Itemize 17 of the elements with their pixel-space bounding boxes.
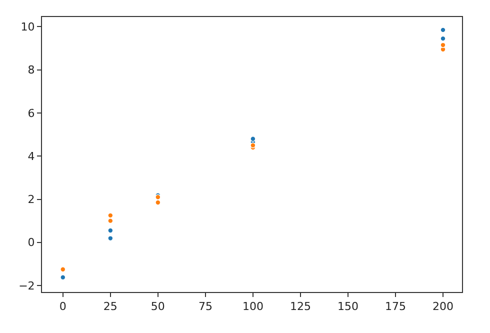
y-tick-label: 0 [28, 236, 35, 250]
x-tick-label: 200 [432, 300, 454, 314]
x-tick-label: 50 [150, 300, 165, 314]
point [250, 142, 256, 148]
x-tick-label: 175 [384, 300, 406, 314]
x-tick-label: 25 [103, 300, 118, 314]
y-tick-label: −2 [18, 279, 35, 292]
x-tick-label: 100 [242, 300, 264, 314]
x-tick-label: 150 [337, 300, 358, 314]
x-tick-label: 125 [290, 300, 311, 314]
x-tick-label: 0 [59, 300, 66, 314]
y-tick-label: 6 [28, 106, 35, 120]
y-tick-label: 4 [28, 150, 35, 163]
x-tick-label: 75 [198, 300, 212, 314]
y-tick-label: 2 [28, 193, 35, 206]
y-tick-label: 8 [28, 64, 35, 77]
y-tick-label: 10 [20, 20, 35, 34]
